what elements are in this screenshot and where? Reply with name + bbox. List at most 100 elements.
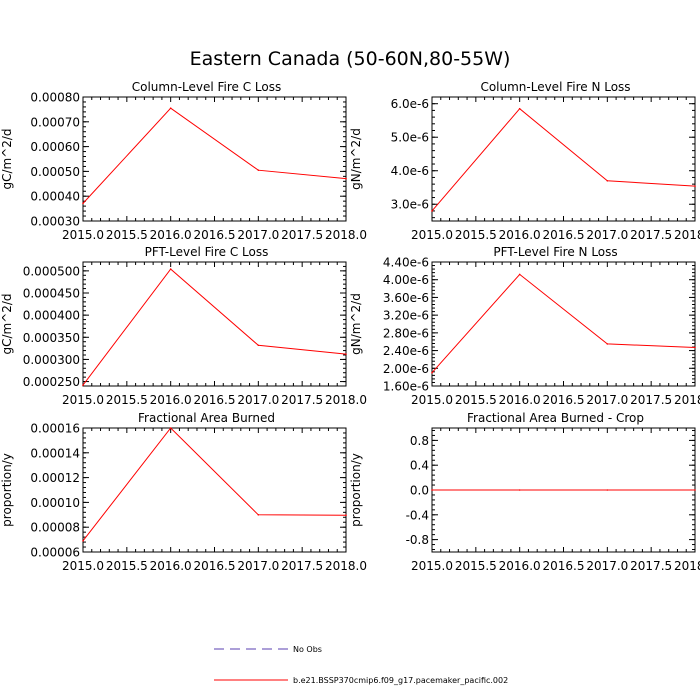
chart-panel-5: 2015.0 2015.5 2016.0 2016.5 2017.0 2017.5 2018… [0, 411, 367, 573]
x-tick-label: 2015.0 [411, 559, 453, 573]
data-point [431, 371, 433, 374]
chart-panel-1: 2015.0 2015.5 2016.0 2016.5 2017.0 2017.5 2018… [0, 80, 367, 242]
x-tick-label: 2017.0 [586, 228, 628, 242]
y-tick-label: 3.0e-6 [391, 198, 429, 212]
x-tick-label: 2015.5 [455, 393, 497, 407]
y-tick-label: 0.4 [410, 459, 429, 473]
y-tick-label: 0.8 [410, 434, 429, 448]
x-tick-label: 2016.5 [543, 559, 585, 573]
chart-panel-6: 2015.02015.52016.02016.52017.02017.52018… [349, 411, 700, 573]
y-tick-label: 5.0e-6 [391, 131, 429, 145]
panel-title: Fractional Area Burned [138, 411, 275, 425]
plot-frame [82, 261, 347, 387]
data-point [345, 177, 347, 180]
panel-title: PFT-Level Fire N Loss [493, 245, 617, 259]
data-point [169, 107, 172, 109]
x-tick-label: 2015.5 [455, 559, 497, 573]
legend-label: No Obs [293, 645, 322, 654]
x-tick-label: 2018.0 [674, 559, 700, 573]
data-point [82, 202, 84, 205]
chart-panel-4: 2015.02015.52016.02016.52017.02017.52018… [349, 245, 700, 407]
y-tick-label: 0.000400 [23, 309, 80, 323]
x-tick-label: 2015.0 [62, 393, 104, 407]
x-tick-label: 2017.5 [281, 559, 323, 573]
y-axis-label: proportion/y [349, 453, 363, 527]
data-point [518, 107, 521, 110]
x-tick-label: 2016.0 [499, 393, 541, 407]
chart-panel-2: 2015.02015.52016.02016.52017.02017.52018… [349, 80, 700, 242]
data-point [345, 353, 347, 355]
x-tick-label: 2015.5 [106, 393, 148, 407]
series-line [82, 268, 347, 386]
x-tick-label: 2018.0 [674, 393, 700, 407]
x-tick-label: 2016.5 [194, 559, 236, 573]
x-tick-label: 2015.5 [106, 559, 148, 573]
data-point [518, 489, 521, 491]
data-point [606, 179, 609, 182]
x-tick-label: 2016.0 [499, 559, 541, 573]
x-tick-label: 2017.5 [630, 559, 672, 573]
x-tick-label: 2015.0 [411, 228, 453, 242]
y-tick-label: 0.000300 [23, 353, 80, 367]
y-tick-label: 0.00070 [30, 115, 80, 129]
x-tick-label: 2018.0 [325, 559, 367, 573]
panel-title: Column-Level Fire C Loss [132, 80, 282, 94]
series-line [82, 107, 347, 204]
x-tick-label: 2017.0 [586, 393, 628, 407]
x-tick-label: 2016.5 [194, 228, 236, 242]
y-tick-label: 1.60e-6 [383, 380, 429, 394]
y-tick-label: 0.00010 [30, 496, 80, 510]
plot-frame [82, 96, 347, 222]
legend-label: b.e21.BSSP370cmip6.f09_g17.pacemaker_pac… [293, 676, 508, 685]
data-point [431, 489, 433, 491]
data-point [257, 344, 260, 347]
x-tick-label: 2015.0 [411, 393, 453, 407]
y-axis-label: gN/m^2/d [349, 293, 363, 355]
x-tick-label: 2015.5 [455, 228, 497, 242]
y-tick-label: 4.0e-6 [391, 164, 429, 178]
x-tick-label: 2018.0 [325, 228, 367, 242]
y-tick-label: 0.000500 [23, 264, 80, 278]
x-tick-label: 2017.5 [281, 393, 323, 407]
x-tick-label: 2017.0 [237, 559, 279, 573]
panel-title: PFT-Level Fire C Loss [145, 245, 269, 259]
y-tick-label: 4.00e-6 [383, 273, 429, 287]
y-tick-label: 2.00e-6 [383, 362, 429, 376]
figure-title: Eastern Canada (50-60N,80-55W) [189, 48, 511, 70]
y-tick-label: 4.40e-6 [383, 256, 429, 270]
data-point [606, 489, 609, 491]
y-tick-label: -0.8 [406, 533, 429, 547]
legend: No Obs b.e21.BSSP370cmip6.f09_g17.pacemak… [214, 645, 508, 685]
y-tick-label: 0.00040 [30, 190, 80, 204]
y-axis-label: gN/m^2/d [349, 128, 363, 190]
y-tick-label: 2.80e-6 [383, 326, 429, 340]
y-tick-label: 0.00060 [30, 140, 80, 154]
x-tick-label: 2018.0 [674, 228, 700, 242]
x-tick-label: 2015.0 [62, 228, 104, 242]
panel-title: Fractional Area Burned - Crop [467, 411, 644, 425]
y-tick-label: 6.0e-6 [391, 97, 429, 111]
x-tick-label: 2016.5 [543, 228, 585, 242]
y-tick-label: 0.0 [410, 484, 429, 498]
x-tick-label: 2018.0 [325, 393, 367, 407]
x-tick-label: 2016.5 [194, 393, 236, 407]
y-tick-label: 0.00014 [30, 446, 80, 460]
x-tick-label: 2017.5 [630, 393, 672, 407]
x-tick-label: 2017.5 [630, 228, 672, 242]
plot-frame [431, 261, 696, 387]
data-point [431, 210, 433, 212]
series-line [431, 108, 696, 212]
data-point [169, 268, 172, 270]
data-point [694, 185, 696, 187]
data-point [694, 346, 696, 349]
y-tick-label: 0.00008 [30, 521, 80, 535]
x-tick-label: 2016.0 [150, 228, 192, 242]
series-line [431, 273, 696, 374]
y-tick-label: 0.000350 [23, 331, 80, 345]
data-point [518, 273, 521, 276]
x-tick-label: 2015.0 [62, 559, 104, 573]
x-tick-label: 2017.0 [237, 228, 279, 242]
y-tick-label: 0.000450 [23, 287, 80, 301]
series-line [82, 427, 347, 542]
